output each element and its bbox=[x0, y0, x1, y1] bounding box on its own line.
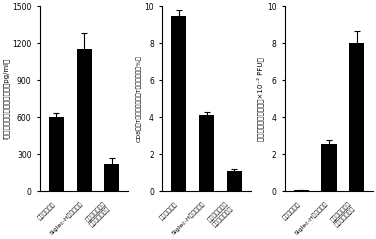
Bar bbox=[349, 43, 364, 191]
Bar bbox=[77, 49, 92, 191]
Bar bbox=[49, 117, 64, 191]
Bar bbox=[199, 115, 214, 191]
Bar bbox=[104, 164, 120, 191]
Y-axis label: 脾臓中のウイルス量（×10⁻² PFU）: 脾臓中のウイルス量（×10⁻² PFU） bbox=[256, 57, 264, 141]
Y-axis label: CD8陽性T細胞中のキラーT細胞の割合（%）: CD8陽性T細胞中のキラーT細胞の割合（%） bbox=[136, 55, 141, 142]
Bar bbox=[321, 144, 337, 191]
Bar bbox=[171, 16, 186, 191]
Bar bbox=[227, 171, 242, 191]
Y-axis label: I型インターフェロン産生量（pg/ml）: I型インターフェロン産生量（pg/ml） bbox=[3, 58, 9, 139]
Bar bbox=[294, 190, 309, 191]
